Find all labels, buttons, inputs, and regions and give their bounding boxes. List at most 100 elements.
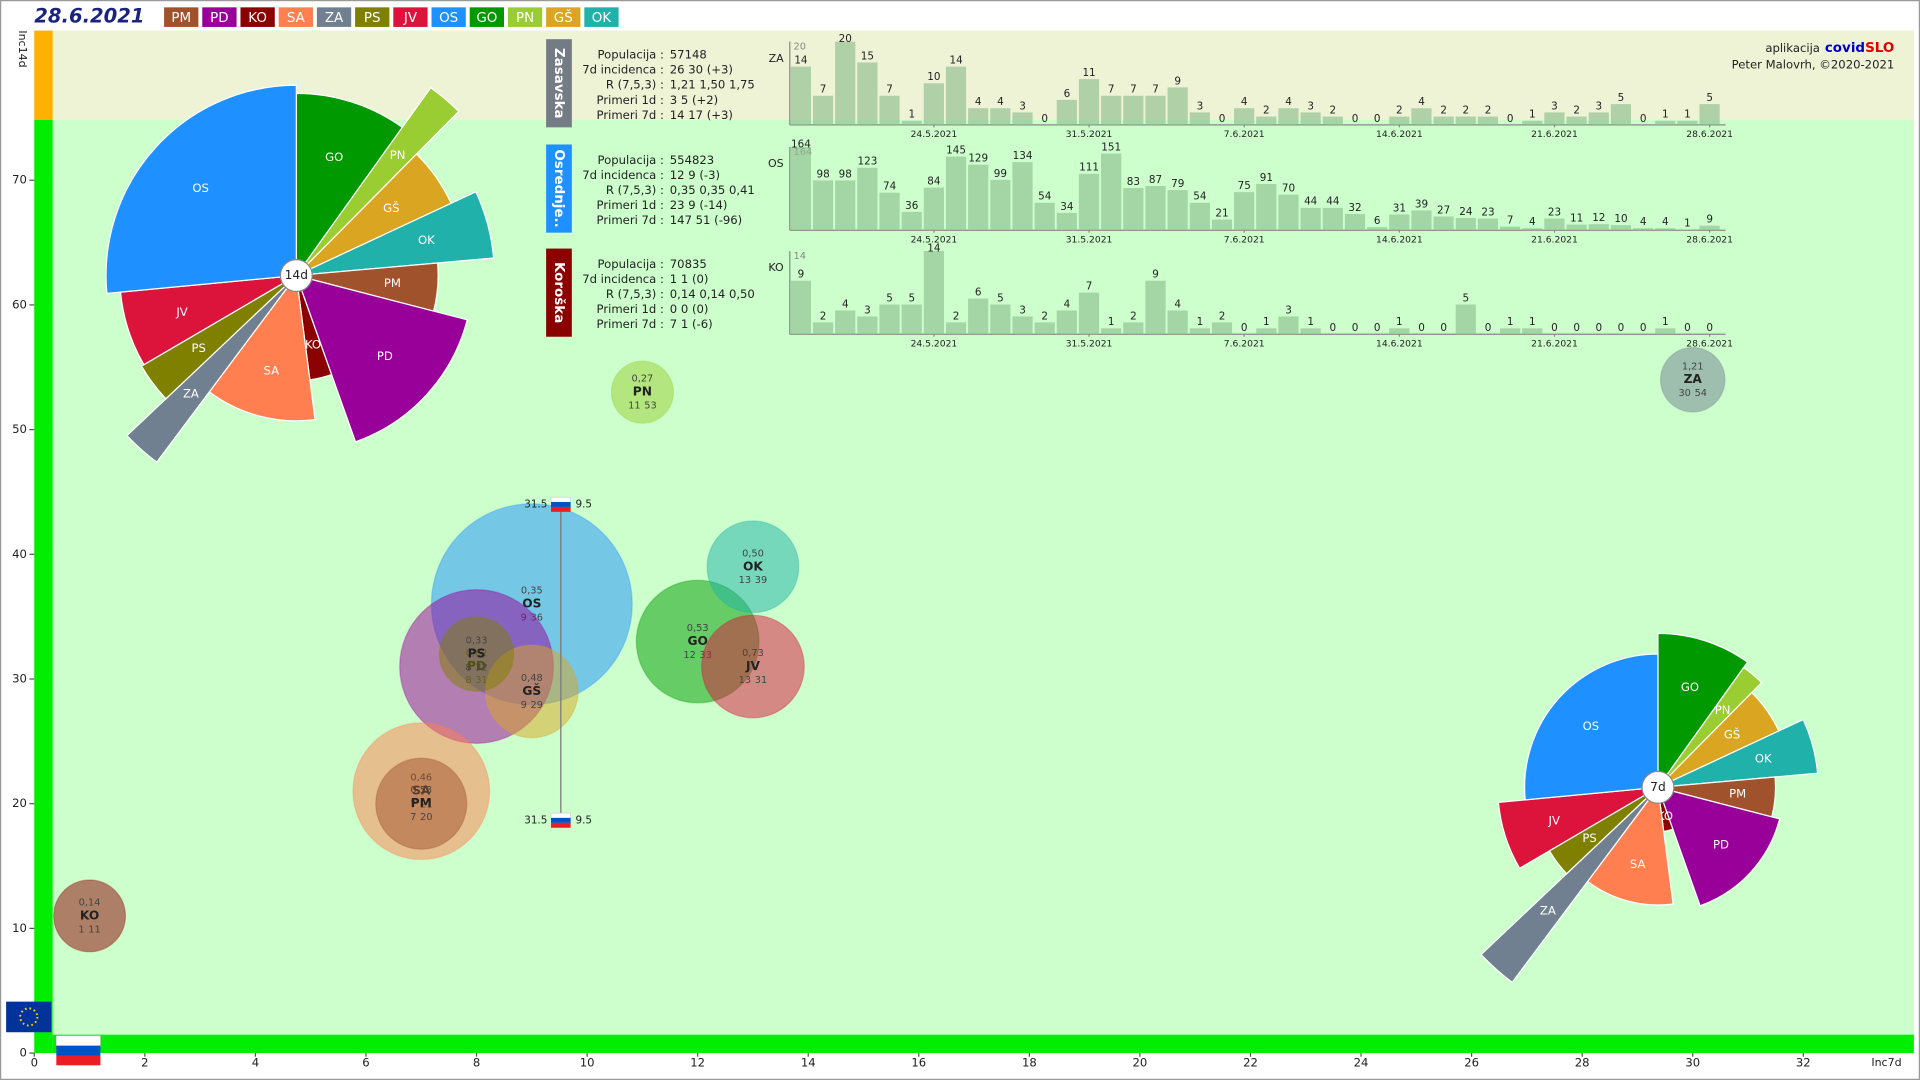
marker-flag: [550, 496, 571, 503]
legend-label[interactable]: ZA: [325, 11, 344, 26]
stat-label: Primeri 1d: [597, 93, 657, 107]
bar-value-label: 2: [1219, 310, 1226, 322]
bar-value-label: 6: [1374, 215, 1381, 227]
marker-right: 9.5: [576, 814, 593, 826]
stat-label: Primeri 1d: [597, 198, 657, 212]
bar: [990, 179, 1011, 231]
legend-label[interactable]: KO: [248, 11, 267, 26]
bubble-y-value: 36: [531, 613, 543, 624]
legend-chip[interactable]: [202, 7, 237, 27]
bar: [1123, 95, 1144, 125]
bar: [1167, 190, 1188, 231]
bubble-values: 1 11: [78, 924, 100, 935]
bar-value-label: 83: [1127, 176, 1140, 188]
stat-value: 0 0 (0): [670, 302, 709, 316]
x-tick-label: 14: [801, 1055, 816, 1069]
legend-chip[interactable]: [584, 7, 619, 27]
legend-label[interactable]: GŠ: [554, 8, 573, 26]
legend-label[interactable]: OK: [592, 11, 613, 26]
bar: [879, 192, 900, 231]
bar: [1278, 108, 1299, 125]
legend-chip[interactable]: [316, 7, 352, 27]
legend-label[interactable]: PD: [210, 11, 228, 26]
legend-chip[interactable]: [164, 7, 199, 27]
bar-value-label: 4: [1529, 216, 1536, 228]
bar: [812, 95, 834, 125]
stat-label: R (7,5,3): [606, 78, 656, 92]
bar-value-label: 14: [927, 243, 941, 255]
bar-value-label: 0: [1573, 322, 1580, 334]
bar-value-label: 0: [1374, 113, 1381, 125]
bar: [1145, 95, 1166, 125]
legend-chip[interactable]: [278, 7, 313, 27]
bar-value-label: 0: [1507, 113, 1514, 125]
stat-colon: :: [660, 108, 664, 122]
bar-value-label: 0: [1241, 322, 1248, 334]
bar: [1256, 328, 1277, 335]
polar-wedge: [1657, 632, 1749, 790]
stat-label: 7d incidenca: [582, 63, 656, 77]
stat-label: Populacija: [598, 48, 657, 62]
bar: [1300, 207, 1321, 231]
legend-chip[interactable]: [507, 7, 543, 27]
bar: [1500, 226, 1521, 231]
bar-value-label: 79: [1171, 178, 1184, 190]
bar-value-label: 2: [953, 310, 960, 322]
stat-label: Primeri 7d: [597, 108, 657, 122]
x-tick-label: 24: [1354, 1055, 1369, 1069]
wedge-label: OS: [1583, 719, 1600, 733]
x-tick-label: 31.5.2021: [1066, 235, 1113, 246]
bar-value-label: 0: [1684, 322, 1691, 334]
bar-value-label: 91: [1260, 172, 1273, 184]
x-tick-label: 28.6.2021: [1686, 235, 1733, 246]
bubble-name: KO: [80, 908, 99, 922]
legend-chip[interactable]: [240, 7, 275, 27]
bar: [1234, 192, 1255, 231]
bar-value-label: 0: [1551, 322, 1558, 334]
legend-chip[interactable]: [355, 7, 390, 27]
bubble-values: 30 54: [1678, 388, 1707, 399]
legend-chip[interactable]: [546, 7, 581, 27]
stat-colon: :: [660, 63, 664, 77]
bar: [1101, 153, 1122, 231]
bar-value-label: 44: [1326, 196, 1340, 208]
bar-value-label: 5: [908, 292, 915, 304]
bar-value-label: 23: [1548, 206, 1561, 218]
legend-label[interactable]: PN: [516, 11, 534, 26]
bubble-y-value: 11: [88, 924, 100, 935]
bar: [1389, 116, 1410, 125]
bubble-values: 13 39: [739, 575, 768, 586]
legend-label[interactable]: SA: [287, 11, 306, 26]
wedge-label: OK: [1755, 752, 1772, 766]
credits: aplikacija covidSLO: [1765, 40, 1894, 56]
legend-label[interactable]: JV: [403, 11, 418, 26]
x-tick-label: 24.5.2021: [911, 339, 958, 350]
bar-value-label: 21: [1215, 207, 1228, 219]
bar: [1677, 120, 1698, 125]
stat-value: 7 1 (-6): [670, 317, 713, 331]
legend-chip[interactable]: [469, 7, 504, 27]
bar-value-label: 3: [1197, 100, 1204, 112]
bar: [1278, 316, 1299, 335]
wedge-label: OK: [418, 233, 435, 247]
stat-label: R (7,5,3): [606, 287, 656, 301]
bar: [1189, 328, 1210, 335]
polar-wedge: [1657, 666, 1763, 788]
legend-label[interactable]: PM: [171, 11, 191, 26]
bar: [1477, 116, 1499, 125]
legend-chip[interactable]: [393, 7, 428, 27]
legend-label[interactable]: OS: [439, 11, 458, 26]
stat-value: 57148: [670, 48, 707, 62]
bubble-x-value: 7: [410, 812, 416, 823]
legend-label[interactable]: PS: [364, 11, 381, 26]
legend-label[interactable]: GO: [476, 11, 497, 26]
bubble-r-label: 1,21: [1682, 361, 1704, 372]
bar: [1500, 328, 1521, 335]
pie-center: [1641, 770, 1675, 804]
marker-right: 9.5: [576, 498, 593, 510]
polar-wedge: [1497, 786, 1659, 870]
bubble-r-label: 0,14: [79, 897, 101, 908]
y-tick-label: 10: [12, 921, 27, 935]
bar-value-label: 9: [798, 269, 805, 281]
legend-chip[interactable]: [431, 7, 466, 27]
